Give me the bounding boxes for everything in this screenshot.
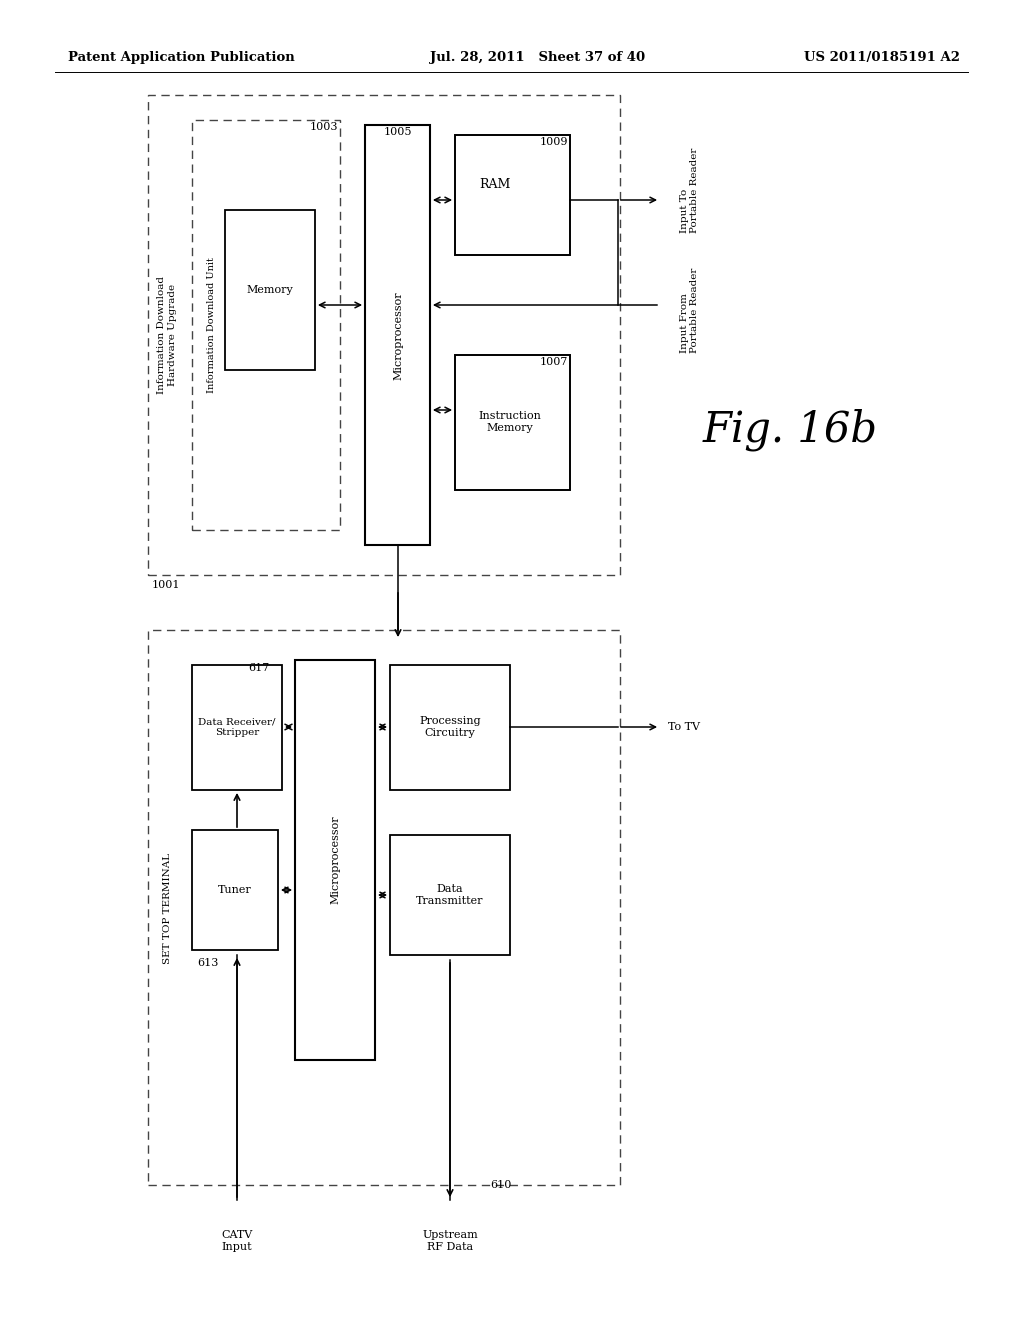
Bar <box>455 355 570 490</box>
Text: Fig. 16b: Fig. 16b <box>702 409 878 451</box>
Bar <box>193 830 278 950</box>
Bar <box>193 665 282 789</box>
Text: Data
Transmitter: Data Transmitter <box>416 884 483 906</box>
Bar <box>390 836 510 954</box>
Text: Microprocessor: Microprocessor <box>330 816 340 904</box>
Text: Instruction
Memory: Instruction Memory <box>478 412 542 433</box>
Text: Microprocessor: Microprocessor <box>393 292 403 380</box>
Text: Patent Application Publication: Patent Application Publication <box>68 50 295 63</box>
Text: Jul. 28, 2011   Sheet 37 of 40: Jul. 28, 2011 Sheet 37 of 40 <box>430 50 645 63</box>
Bar <box>295 660 375 1060</box>
Text: 1003: 1003 <box>309 121 338 132</box>
Text: 1007: 1007 <box>540 356 568 367</box>
Text: Input To
Portable Reader: Input To Portable Reader <box>680 148 699 232</box>
Text: 610: 610 <box>490 1180 511 1191</box>
Bar <box>455 135 570 255</box>
Bar <box>225 210 315 370</box>
Text: Upstream
RF Data: Upstream RF Data <box>422 1230 478 1251</box>
Text: To TV: To TV <box>668 722 700 733</box>
Text: 1001: 1001 <box>152 579 180 590</box>
Text: US 2011/0185191 A2: US 2011/0185191 A2 <box>804 50 961 63</box>
Text: Information Download Unit: Information Download Unit <box>208 257 216 393</box>
Text: Memory: Memory <box>247 285 293 294</box>
Text: 1009: 1009 <box>540 137 568 147</box>
Text: Information Download
Hardware Upgrade: Information Download Hardware Upgrade <box>158 276 177 393</box>
Bar <box>365 125 430 545</box>
Bar <box>390 665 510 789</box>
Text: Processing
Circuitry: Processing Circuitry <box>419 717 481 738</box>
Text: RAM: RAM <box>479 178 511 191</box>
Text: SET TOP TERMINAL: SET TOP TERMINAL <box>163 853 171 964</box>
Bar <box>193 120 340 531</box>
Bar <box>148 95 620 576</box>
Text: Input From
Portable Reader: Input From Portable Reader <box>680 268 699 352</box>
Bar <box>148 630 620 1185</box>
Text: 613: 613 <box>197 958 218 968</box>
Text: 617: 617 <box>248 663 269 673</box>
Text: CATV
Input: CATV Input <box>221 1230 253 1251</box>
Text: Tuner: Tuner <box>218 884 252 895</box>
Text: Data Receiver/
Stripper: Data Receiver/ Stripper <box>199 717 275 737</box>
Text: 1005: 1005 <box>384 127 413 137</box>
